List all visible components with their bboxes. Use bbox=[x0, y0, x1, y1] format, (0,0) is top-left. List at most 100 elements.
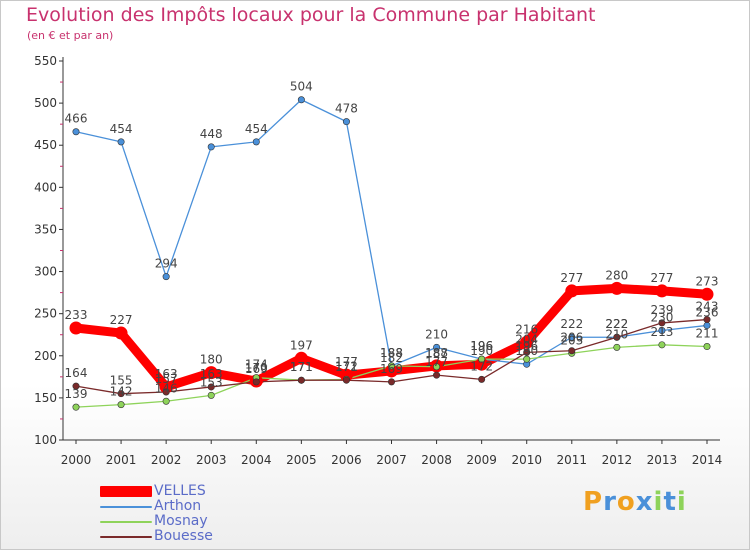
data-label: 206 bbox=[560, 331, 583, 345]
legend-label: Arthon bbox=[154, 498, 202, 514]
data-point bbox=[207, 143, 215, 151]
data-label: 188 bbox=[380, 346, 403, 360]
data-point bbox=[433, 343, 441, 351]
data-label: 197 bbox=[290, 338, 313, 352]
data-label: 164 bbox=[65, 366, 88, 380]
data-label: 222 bbox=[560, 317, 583, 331]
data-label: 239 bbox=[650, 303, 673, 317]
y-tick-label: 150 bbox=[34, 391, 57, 405]
data-label: 243 bbox=[696, 300, 719, 314]
data-label: 171 bbox=[290, 360, 313, 374]
x-tick-label: 2012 bbox=[602, 453, 633, 467]
x-tick-label: 2004 bbox=[241, 453, 272, 467]
data-point bbox=[613, 333, 621, 341]
y-tick-label: 550 bbox=[34, 54, 57, 68]
data-point bbox=[610, 281, 624, 295]
data-label: 277 bbox=[560, 271, 583, 285]
data-point bbox=[433, 371, 441, 379]
data-label: 190 bbox=[515, 344, 538, 358]
y-tick-label: 450 bbox=[34, 138, 57, 152]
data-label: 222 bbox=[605, 317, 628, 331]
logo-letter: r bbox=[603, 487, 617, 517]
legend-swatch bbox=[100, 506, 152, 508]
data-point bbox=[162, 273, 170, 281]
data-point bbox=[387, 378, 395, 386]
data-label: 196 bbox=[470, 339, 493, 353]
y-tick-label: 350 bbox=[34, 222, 57, 236]
data-point bbox=[523, 355, 531, 363]
data-point bbox=[297, 376, 305, 384]
logo-letter: P bbox=[583, 487, 604, 517]
x-tick-label: 2002 bbox=[151, 453, 182, 467]
data-point bbox=[294, 351, 308, 365]
legend-label: VELLES bbox=[154, 483, 206, 499]
data-label: 196 bbox=[470, 339, 493, 353]
data-label: 504 bbox=[290, 80, 313, 94]
legend-swatch bbox=[100, 521, 152, 523]
data-point bbox=[297, 96, 305, 104]
data-label: 466 bbox=[65, 112, 88, 126]
data-label: 213 bbox=[650, 325, 673, 339]
data-label: 182 bbox=[380, 351, 403, 365]
data-label: 273 bbox=[696, 274, 719, 288]
data-label: 177 bbox=[335, 355, 358, 369]
x-tick-label: 2005 bbox=[286, 453, 317, 467]
data-point bbox=[342, 376, 350, 384]
data-label: 174 bbox=[245, 358, 268, 372]
data-label: 233 bbox=[65, 308, 88, 322]
data-label: 163 bbox=[200, 367, 223, 381]
y-tick-label: 300 bbox=[34, 265, 57, 279]
x-tick-label: 2011 bbox=[557, 453, 588, 467]
data-label: 171 bbox=[335, 360, 358, 374]
data-point bbox=[72, 382, 80, 390]
data-point bbox=[433, 363, 441, 371]
data-point bbox=[387, 362, 395, 370]
y-tick-label: 100 bbox=[34, 433, 57, 447]
y-tick-label: 200 bbox=[34, 349, 57, 363]
data-point bbox=[658, 327, 666, 335]
data-point bbox=[342, 118, 350, 126]
data-point bbox=[117, 390, 125, 398]
data-label: 210 bbox=[605, 327, 628, 341]
x-tick-label: 2003 bbox=[196, 453, 227, 467]
data-label: 142 bbox=[110, 385, 133, 399]
data-label: 227 bbox=[110, 313, 133, 327]
chart-title: Evolution des Impôts locaux pour la Comm… bbox=[26, 4, 596, 26]
logo-letter: x bbox=[635, 487, 654, 517]
data-label: 172 bbox=[335, 359, 358, 373]
data-label: 172 bbox=[470, 359, 493, 373]
data-point bbox=[703, 343, 711, 351]
data-point bbox=[658, 341, 666, 349]
x-tick-label: 2001 bbox=[106, 453, 137, 467]
proxiti-logo: Proxiti bbox=[583, 487, 687, 517]
data-point bbox=[162, 397, 170, 405]
data-label: 280 bbox=[605, 268, 628, 282]
data-label: 170 bbox=[245, 361, 268, 375]
data-label: 187 bbox=[425, 347, 448, 361]
data-label: 211 bbox=[696, 327, 719, 341]
data-label: 196 bbox=[515, 339, 538, 353]
data-label: 163 bbox=[155, 367, 178, 381]
series-layer bbox=[69, 96, 714, 411]
data-label: 478 bbox=[335, 102, 358, 116]
data-point bbox=[703, 316, 711, 324]
data-label: 188 bbox=[425, 346, 448, 360]
logo-letter: i bbox=[676, 487, 687, 517]
data-point bbox=[72, 403, 80, 411]
data-point bbox=[69, 321, 83, 335]
data-label: 180 bbox=[200, 353, 223, 367]
data-label: 294 bbox=[155, 257, 178, 271]
y-tick-label: 250 bbox=[34, 307, 57, 321]
data-point bbox=[252, 138, 260, 146]
chart-subtitle: (en € et par an) bbox=[27, 29, 114, 42]
data-point bbox=[655, 284, 669, 298]
x-tick-label: 2009 bbox=[466, 453, 497, 467]
x-tick-label: 2014 bbox=[692, 453, 723, 467]
legend-label: Mosnay bbox=[154, 513, 208, 529]
data-point bbox=[117, 138, 125, 146]
x-tick-label: 2008 bbox=[421, 453, 452, 467]
data-label: 169 bbox=[380, 362, 403, 376]
data-point bbox=[385, 364, 398, 378]
data-label: 190 bbox=[470, 344, 493, 358]
